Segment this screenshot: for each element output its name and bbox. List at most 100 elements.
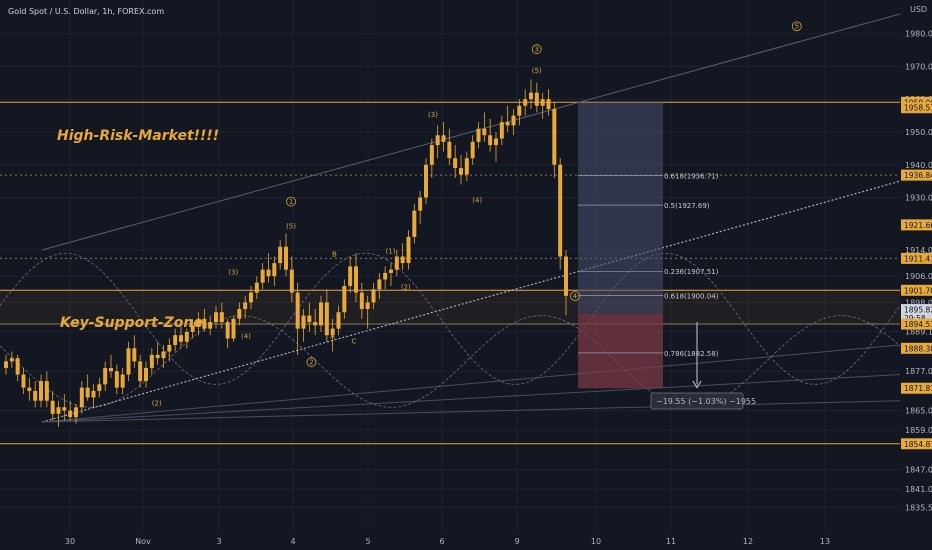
price-badge xyxy=(901,102,932,114)
fan-line xyxy=(41,344,901,423)
x-tick-label: Nov xyxy=(135,537,151,546)
grid xyxy=(0,0,900,530)
wave-circle xyxy=(531,44,542,55)
x-axis-bg xyxy=(0,530,932,550)
candle-body xyxy=(33,390,38,401)
trend-lines xyxy=(0,13,901,423)
candle-body xyxy=(301,315,306,329)
candle-body xyxy=(109,367,113,372)
candle-body xyxy=(173,335,178,346)
candle-body xyxy=(231,318,236,339)
candle-body xyxy=(138,361,143,382)
y-tick-label: 1930.00 xyxy=(905,194,932,203)
candle-body xyxy=(412,210,417,237)
y-tick-label: 1950.00 xyxy=(905,128,932,137)
candle-body xyxy=(348,266,353,287)
currency-label: USD xyxy=(910,5,927,14)
x-tick-label: 6 xyxy=(439,537,444,546)
fib-label: 0.236(1907.51) xyxy=(664,268,719,276)
price-badges: 1959.061958.571936.841921.661911.431901.… xyxy=(901,96,932,450)
x-tick-label: 9 xyxy=(514,537,519,546)
candle-body xyxy=(155,354,160,359)
x-tick-label: 4 xyxy=(290,537,295,546)
candle-body xyxy=(546,99,551,110)
candle-body xyxy=(202,318,207,329)
candle-body xyxy=(359,292,364,309)
price-badge-text: 1895.82 xyxy=(904,306,932,315)
candle-body xyxy=(383,272,388,280)
candle-body xyxy=(488,135,493,146)
fib-labels: 0.618(1936.71) 0.5(1927.69) 0.236(1907.51)… xyxy=(578,173,719,358)
wave-label: (4) xyxy=(241,332,251,340)
candle-body xyxy=(552,109,557,165)
horizontal-levels xyxy=(0,101,900,445)
candle-body xyxy=(278,246,283,264)
candle-body xyxy=(365,302,370,309)
candle-body xyxy=(319,302,323,326)
candle-body xyxy=(272,263,277,277)
upper-channel-line xyxy=(41,13,901,251)
y-tick-label: 1865.00 xyxy=(905,407,932,416)
wave-label: 5 xyxy=(795,23,799,31)
candle-body xyxy=(103,367,108,385)
candle-body xyxy=(144,367,148,382)
risk-reward-boxes xyxy=(578,102,702,389)
x-tick-label: 5 xyxy=(365,537,370,546)
candle-body xyxy=(564,256,568,296)
candle-body xyxy=(219,312,224,323)
y-tick-label: 1847.00 xyxy=(905,466,932,475)
candle-body xyxy=(4,361,8,368)
price-badge xyxy=(901,304,932,316)
candle-body xyxy=(62,407,67,411)
candle-body xyxy=(435,135,440,146)
candle-body xyxy=(132,348,137,362)
candle-body xyxy=(470,141,475,159)
y-axis: 1980.001970.001960.001950.001940.001930.… xyxy=(901,0,932,550)
wave-label: A xyxy=(330,332,335,340)
y-tick-label: 1970.00 xyxy=(905,62,932,71)
measure-arrow-head xyxy=(692,380,702,389)
y-tick-label: 1889.14 xyxy=(905,327,932,336)
candle-body xyxy=(313,322,318,326)
candle-body xyxy=(225,322,230,339)
candle-body xyxy=(68,410,73,418)
price-badge-text: 1888.38 xyxy=(904,344,932,353)
candle-body xyxy=(505,122,510,126)
candle-body xyxy=(336,312,341,329)
candle-body xyxy=(243,302,248,309)
candle-body xyxy=(9,358,14,362)
candle-body xyxy=(85,387,90,398)
x-axis: 30 Nov 3 4 5 6 9 10 11 12 13 xyxy=(0,530,932,550)
candle-body xyxy=(307,315,312,323)
candle-body xyxy=(511,115,516,126)
cycle-curve xyxy=(0,315,901,408)
candle-body xyxy=(120,374,125,388)
candle-body xyxy=(295,292,300,329)
target-box xyxy=(578,102,663,314)
y-tick-label: 1835.50 xyxy=(905,503,932,512)
candle-body xyxy=(377,279,382,290)
wave-label: 2 xyxy=(309,359,313,367)
price-badge xyxy=(901,312,932,324)
fan-line xyxy=(41,374,901,423)
candle-body xyxy=(534,92,539,106)
candle-body xyxy=(424,164,428,198)
candle-body xyxy=(289,269,294,293)
price-badge-text: 1894.51 xyxy=(904,320,932,329)
candle-body xyxy=(184,331,189,342)
support-zone-band xyxy=(0,290,900,325)
x-tick-label: 11 xyxy=(666,537,676,546)
price-badge xyxy=(901,438,932,450)
candle-body xyxy=(400,256,405,264)
measure-tooltip: −19.55 (−1.03%) −1955 xyxy=(650,392,756,410)
y-tick-label: 1841.00 xyxy=(905,485,932,494)
candle-body xyxy=(464,158,469,175)
candle-body xyxy=(324,302,329,336)
main-trendline xyxy=(41,180,901,423)
y-tick-label: 1906.00 xyxy=(905,272,932,281)
wave-label: (3) xyxy=(228,269,238,277)
price-badge-text: 1871.81 xyxy=(904,384,932,393)
candle-body xyxy=(190,325,195,332)
